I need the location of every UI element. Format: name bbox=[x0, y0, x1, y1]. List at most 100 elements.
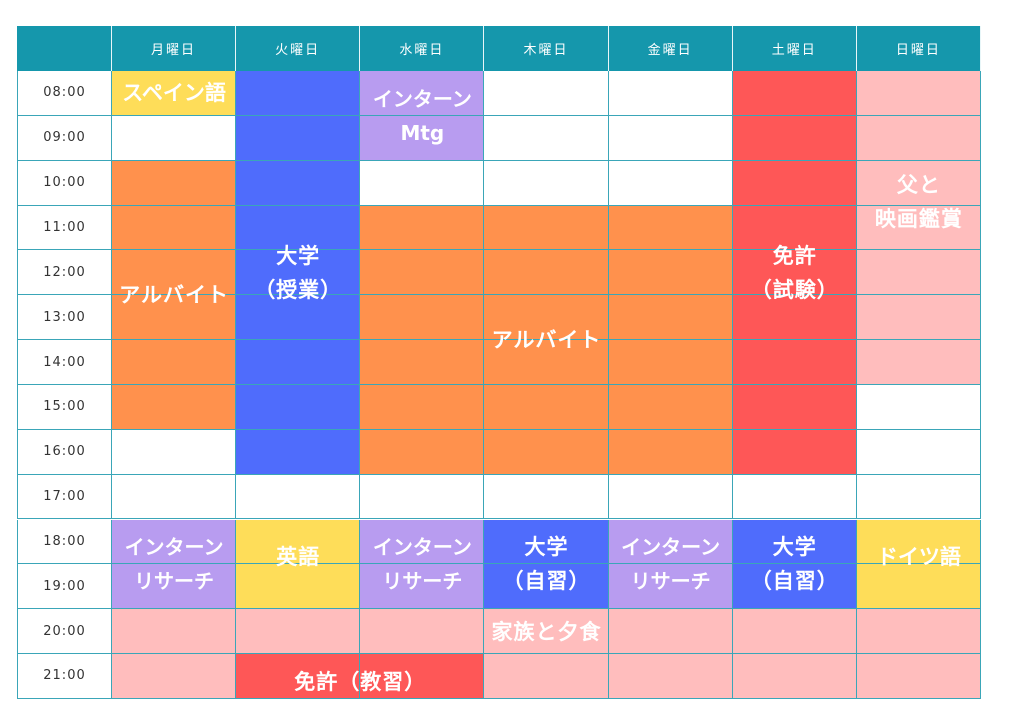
event-block[interactable] bbox=[856, 115, 981, 161]
event-block[interactable] bbox=[856, 654, 981, 699]
event-block[interactable] bbox=[236, 115, 361, 161]
event-block[interactable] bbox=[360, 654, 485, 699]
event-block[interactable] bbox=[484, 519, 609, 565]
event-block[interactable] bbox=[236, 160, 361, 206]
event-block[interactable] bbox=[236, 519, 361, 565]
event-block[interactable] bbox=[112, 340, 237, 385]
grid-cell[interactable] bbox=[112, 429, 237, 475]
event-block[interactable] bbox=[732, 384, 857, 430]
event-block[interactable] bbox=[112, 654, 237, 699]
event-block[interactable] bbox=[484, 250, 609, 296]
event-block[interactable] bbox=[856, 564, 981, 610]
event-block[interactable] bbox=[856, 160, 981, 206]
event-block[interactable] bbox=[732, 205, 857, 251]
event-block[interactable] bbox=[608, 519, 733, 565]
event-block[interactable] bbox=[112, 609, 237, 655]
event-block[interactable] bbox=[856, 205, 981, 251]
grid-cell[interactable] bbox=[856, 474, 981, 520]
event-block[interactable] bbox=[732, 250, 857, 296]
event-block[interactable] bbox=[112, 160, 237, 206]
event-block[interactable] bbox=[112, 384, 237, 430]
event-block[interactable] bbox=[112, 205, 237, 251]
event-block[interactable] bbox=[236, 654, 361, 699]
event-block[interactable] bbox=[112, 564, 237, 610]
event-block[interactable] bbox=[236, 205, 361, 251]
event-block[interactable] bbox=[484, 295, 609, 341]
grid-cell[interactable] bbox=[112, 474, 237, 520]
event-block[interactable] bbox=[856, 340, 981, 385]
event-block[interactable] bbox=[360, 115, 485, 161]
event-block[interactable] bbox=[236, 564, 361, 610]
event-block[interactable] bbox=[856, 609, 981, 655]
event-block[interactable] bbox=[360, 564, 485, 610]
event-block[interactable] bbox=[484, 205, 609, 251]
event-block[interactable] bbox=[236, 71, 361, 116]
event-block[interactable] bbox=[732, 71, 857, 116]
event-block[interactable] bbox=[608, 250, 733, 296]
event-block[interactable] bbox=[112, 295, 237, 341]
event-block[interactable] bbox=[732, 340, 857, 385]
event-block[interactable] bbox=[856, 250, 981, 296]
event-block[interactable] bbox=[732, 564, 857, 610]
event-block[interactable] bbox=[608, 429, 733, 475]
event-block[interactable] bbox=[360, 429, 485, 475]
event-block[interactable] bbox=[732, 295, 857, 341]
event-block[interactable] bbox=[236, 429, 361, 475]
grid-cell[interactable] bbox=[484, 474, 609, 520]
event-block[interactable] bbox=[236, 250, 361, 296]
grid-cell[interactable] bbox=[608, 160, 733, 206]
event-block[interactable] bbox=[856, 295, 981, 341]
event-block[interactable] bbox=[608, 295, 733, 341]
event-block[interactable] bbox=[608, 205, 733, 251]
event-block[interactable] bbox=[732, 115, 857, 161]
grid-cell[interactable] bbox=[360, 160, 485, 206]
event-block[interactable] bbox=[360, 295, 485, 341]
event-block[interactable] bbox=[856, 71, 981, 116]
grid-cell[interactable] bbox=[856, 384, 981, 430]
grid-cell[interactable] bbox=[112, 115, 237, 161]
event-block[interactable] bbox=[484, 384, 609, 430]
event-block[interactable] bbox=[732, 429, 857, 475]
event-block[interactable] bbox=[112, 250, 237, 296]
event-block[interactable] bbox=[360, 250, 485, 296]
event-block[interactable] bbox=[360, 205, 485, 251]
event-block[interactable] bbox=[732, 519, 857, 565]
event-block[interactable] bbox=[484, 609, 609, 655]
grid-cell[interactable] bbox=[608, 474, 733, 520]
grid-cell[interactable] bbox=[484, 71, 609, 116]
event-block[interactable] bbox=[732, 654, 857, 699]
grid-cell[interactable] bbox=[608, 115, 733, 161]
event-block[interactable] bbox=[236, 609, 361, 655]
event-block[interactable] bbox=[732, 609, 857, 655]
event-block[interactable] bbox=[236, 340, 361, 385]
event-block[interactable] bbox=[360, 71, 485, 116]
event-block[interactable] bbox=[484, 340, 609, 385]
event-block[interactable] bbox=[484, 429, 609, 475]
event-block[interactable] bbox=[360, 609, 485, 655]
event-block[interactable] bbox=[856, 519, 981, 565]
event-block[interactable] bbox=[608, 654, 733, 699]
event-block[interactable] bbox=[608, 340, 733, 385]
time-label: 21:00 bbox=[17, 654, 112, 699]
event-block[interactable] bbox=[484, 564, 609, 610]
grid-cell[interactable] bbox=[236, 474, 361, 520]
event-block[interactable] bbox=[112, 71, 237, 116]
event-block[interactable] bbox=[608, 384, 733, 430]
event-block[interactable] bbox=[360, 340, 485, 385]
event-block[interactable] bbox=[236, 295, 361, 341]
grid-cell[interactable] bbox=[608, 71, 733, 116]
grid-cell[interactable] bbox=[732, 474, 857, 520]
event-block[interactable] bbox=[484, 654, 609, 699]
grid-cell[interactable] bbox=[484, 115, 609, 161]
grid-cell[interactable] bbox=[484, 160, 609, 206]
event-block[interactable] bbox=[236, 384, 361, 430]
grid-cell[interactable] bbox=[856, 429, 981, 475]
event-block[interactable] bbox=[608, 564, 733, 610]
event-block[interactable] bbox=[732, 160, 857, 206]
grid-cell[interactable] bbox=[360, 474, 485, 520]
event-block[interactable] bbox=[112, 519, 237, 565]
event-block[interactable] bbox=[608, 609, 733, 655]
event-block[interactable] bbox=[360, 384, 485, 430]
time-label: 11:00 bbox=[17, 205, 112, 251]
event-block[interactable] bbox=[360, 519, 485, 565]
